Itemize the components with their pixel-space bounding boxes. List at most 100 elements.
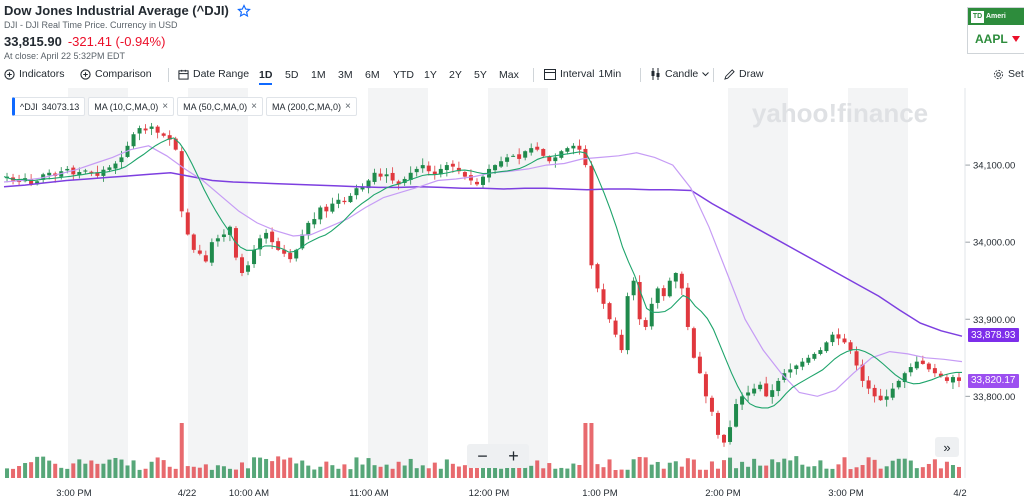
- volume-bar: [11, 468, 16, 478]
- volume-bar: [794, 456, 799, 478]
- range-2y[interactable]: 2Y: [449, 69, 462, 81]
- close-icon[interactable]: ×: [251, 101, 257, 112]
- candle-body: [812, 353, 817, 359]
- volume-bar: [276, 456, 281, 478]
- candle-body: [553, 157, 558, 162]
- candle-body: [613, 320, 618, 335]
- chart-type-selector[interactable]: Candle: [650, 68, 710, 80]
- candle-body: [541, 149, 546, 156]
- candle-body: [956, 377, 961, 381]
- candle-body: [667, 280, 672, 297]
- candle-body: [360, 186, 365, 190]
- settings-label: Set: [1008, 68, 1024, 80]
- candle-body: [227, 226, 232, 235]
- volume-bar: [848, 469, 853, 478]
- volume-bar: [167, 466, 172, 478]
- volume-bar: [709, 461, 714, 478]
- candle-body: [529, 148, 534, 153]
- candle-body: [836, 334, 841, 339]
- legend-ma10[interactable]: MA (10,C,MA,0) ×: [88, 97, 175, 116]
- draw-label: Draw: [739, 68, 764, 80]
- candle-body: [920, 360, 925, 364]
- candle-body: [926, 363, 931, 370]
- quote-subtitle: DJI - DJI Real Time Price. Currency in U…: [4, 20, 178, 30]
- comparison-button[interactable]: Comparison: [80, 68, 152, 80]
- volume-bar: [270, 461, 275, 478]
- range-1d[interactable]: 1D: [259, 69, 273, 85]
- volume-bar: [107, 459, 112, 478]
- range-ytd[interactable]: YTD: [393, 69, 414, 81]
- candle-body: [788, 369, 793, 373]
- range-max[interactable]: Max: [499, 69, 519, 81]
- volume-bar: [589, 423, 594, 478]
- session-band: [848, 88, 908, 478]
- toolbar-divider: [640, 68, 641, 82]
- candle-body: [101, 169, 106, 176]
- watchlist-star-icon[interactable]: [236, 3, 251, 18]
- range-5d[interactable]: 5D: [285, 69, 299, 81]
- range-5y[interactable]: 5Y: [474, 69, 487, 81]
- legend-symbol[interactable]: ^DJI 34073.13: [12, 97, 86, 116]
- volume-bar: [432, 462, 437, 478]
- volume-bar: [143, 468, 148, 478]
- range-6m[interactable]: 6M: [365, 69, 380, 81]
- candle-body: [800, 361, 805, 367]
- zoom-in-button[interactable]: +: [508, 445, 519, 466]
- candle-body: [167, 135, 172, 140]
- legend-ma200[interactable]: MA (200,C,MA,0) ×: [266, 97, 357, 116]
- candle-body: [950, 377, 955, 383]
- fast-forward-icon[interactable]: »: [935, 437, 959, 457]
- candle-body: [173, 138, 178, 150]
- range-3m[interactable]: 3M: [338, 69, 353, 81]
- candle-body: [384, 174, 389, 177]
- volume-bar: [637, 456, 642, 478]
- candle-body: [908, 367, 913, 373]
- x-tick-label: 1:00 PM: [582, 488, 617, 499]
- candle-body: [517, 154, 522, 159]
- price-chart[interactable]: yahoo!finance 34,100.00 34,000.00 33,900.0…: [0, 88, 1024, 503]
- date-range-button[interactable]: Date Range: [178, 68, 249, 80]
- volume-bar: [860, 465, 865, 478]
- x-tick-label: 10:00 AM: [229, 488, 269, 499]
- volume-bar: [764, 465, 769, 478]
- candle-body: [414, 168, 419, 173]
- zoom-out-button[interactable]: −: [477, 445, 488, 466]
- volume-bar: [908, 460, 913, 478]
- draw-button[interactable]: Draw: [724, 68, 764, 80]
- volume-bar: [800, 464, 805, 478]
- range-1y[interactable]: 1Y: [424, 69, 437, 81]
- candle-body: [734, 404, 739, 427]
- volume-bar: [462, 465, 467, 478]
- session-band: [188, 88, 248, 478]
- legend-ma50[interactable]: MA (50,C,MA,0) ×: [177, 97, 263, 116]
- ma200-price-tag: 33,878.93: [968, 328, 1019, 343]
- candle-body: [505, 157, 510, 162]
- candle-body: [547, 156, 552, 162]
- volume-bar: [956, 466, 961, 478]
- volume-bar: [631, 459, 636, 478]
- volume-bar: [59, 467, 64, 478]
- x-tick-label: 12:00 PM: [469, 488, 510, 499]
- volume-bar: [788, 460, 793, 478]
- candle-body: [776, 380, 781, 392]
- settings-button[interactable]: Set: [993, 68, 1024, 80]
- candle-body: [264, 232, 269, 239]
- candle-body: [288, 252, 293, 260]
- volume-bar: [613, 469, 618, 478]
- session-bands: [68, 88, 908, 478]
- indicators-button[interactable]: Indicators: [4, 68, 65, 80]
- volume-bar: [239, 462, 244, 478]
- candle-body: [203, 255, 208, 262]
- volume-bar: [776, 462, 781, 478]
- volume-bar: [595, 464, 600, 478]
- volume-bar: [444, 459, 449, 478]
- candle-body: [161, 133, 166, 136]
- close-icon[interactable]: ×: [345, 101, 351, 112]
- interval-selector[interactable]: Interval 1Min: [544, 68, 621, 80]
- close-icon[interactable]: ×: [162, 101, 169, 112]
- ad-banner[interactable]: TD Ameri AAPL: [967, 7, 1024, 54]
- range-1m[interactable]: 1M: [311, 69, 326, 81]
- candle-body: [95, 172, 100, 176]
- session-band: [488, 88, 548, 478]
- volume-bar: [161, 460, 166, 478]
